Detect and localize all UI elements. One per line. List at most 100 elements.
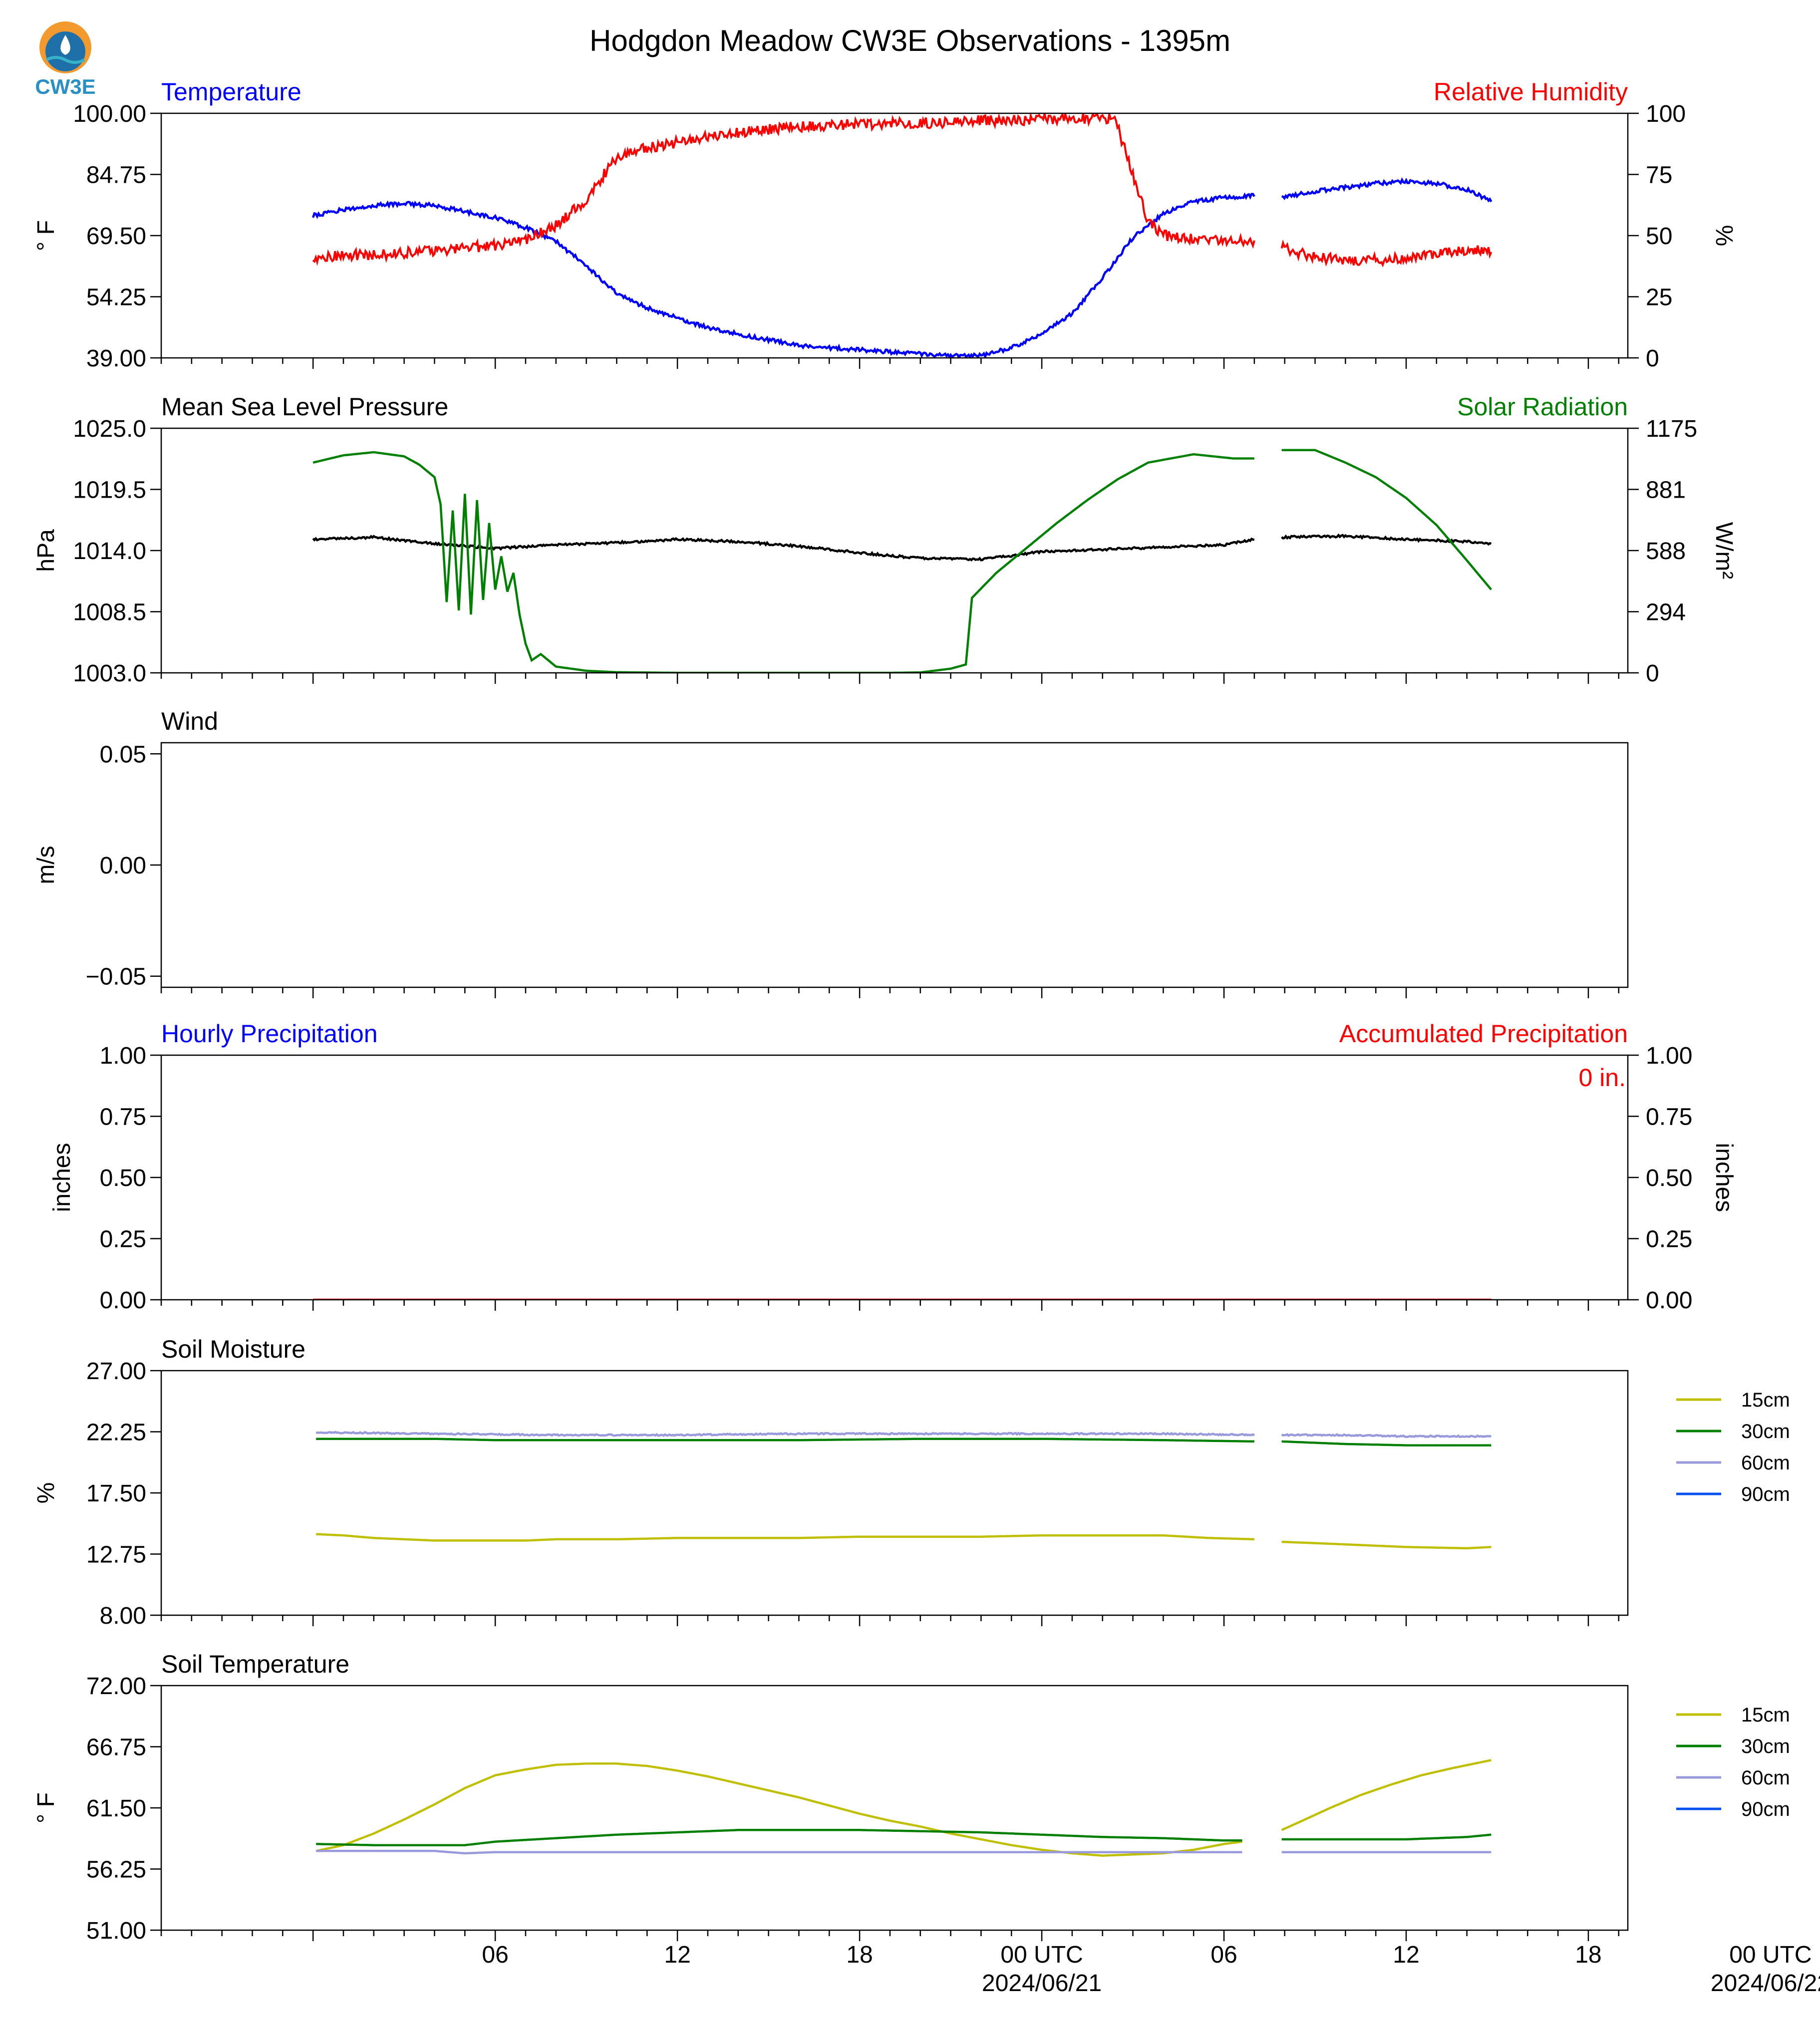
y-right-tick-label: 0.00: [1646, 1287, 1692, 1314]
y-ticks-left: 100.00 84.75 69.50 54.25 39.00: [73, 101, 161, 372]
y-right-axis-label: %: [1711, 225, 1737, 247]
panel-2: Wind 0.05 0.00 −0.05 m/s: [33, 707, 1629, 998]
y-axis-label: ° F: [33, 220, 59, 251]
y-ticks-left: 72.00 66.75 61.50 56.25 51.00: [86, 1673, 161, 1944]
y-axis-label: m/s: [33, 846, 59, 884]
y-right-axis-label: W/m²: [1711, 522, 1737, 579]
y-right-tick-label: 294: [1646, 599, 1686, 626]
panel-frame: [160, 742, 1629, 988]
legend: 15cm 30cm 60cm 90cm: [1676, 1704, 1790, 1820]
x-ticks: [160, 1615, 1620, 1626]
x-tick-label: 00 UTC: [1000, 1942, 1083, 1968]
x-ticks: [160, 1300, 1620, 1311]
y-tick-label: 0.05: [100, 741, 146, 768]
y-tick-label: 72.00: [86, 1673, 146, 1700]
panel-frame: [160, 1685, 1629, 1931]
y-right-tick-label: 50: [1646, 223, 1672, 250]
panel-left-title: Wind: [161, 707, 218, 735]
legend-label: 90cm: [1741, 1798, 1790, 1820]
panel-right-title: Solar Radiation: [1457, 393, 1628, 421]
y-tick-label: 12.75: [86, 1542, 146, 1568]
y-axis-label: hPa: [33, 529, 59, 572]
y-right-tick-label: 1.00: [1646, 1043, 1692, 1069]
series-line-4-2: [315, 1431, 1492, 1439]
y-right-tick-label: 0.75: [1646, 1104, 1692, 1131]
panel-0: Temperature Relative Humidity 100.00 84.75 6…: [33, 78, 1737, 372]
panel-frame: [160, 427, 1629, 674]
y-ticks-right: 1.00 0.75 0.50 0.25 0.00: [1628, 1043, 1692, 1314]
series-line-1-1: [312, 449, 1493, 673]
y-right-tick-label: 1175: [1646, 416, 1697, 442]
series-line-4-0: [316, 1533, 1492, 1550]
y-ticks-left: 1.00 0.75 0.50 0.25 0.00: [100, 1043, 161, 1314]
y-ticks-left: 0.05 0.00 −0.05: [86, 741, 161, 990]
y-right-tick-label: 75: [1646, 162, 1672, 189]
panel-frame: [160, 1370, 1629, 1616]
y-tick-label: 56.25: [86, 1857, 146, 1883]
legend-label: 60cm: [1741, 1452, 1790, 1474]
series-line-4-1: [316, 1438, 1492, 1447]
series-line-0-0: [311, 177, 1493, 358]
x-date-label: 2024/06/22: [1711, 1970, 1820, 1997]
x-ticks: [160, 673, 1620, 684]
y-right-axis-label: inches: [1711, 1143, 1737, 1212]
page-title: Hodgdon Meadow CW3E Observations - 1395m: [590, 24, 1230, 57]
y-axis-label: ° F: [33, 1792, 59, 1823]
legend-label: 30cm: [1741, 1421, 1790, 1443]
x-date-label: 2024/06/21: [982, 1970, 1102, 1997]
y-right-tick-label: 0: [1646, 345, 1659, 372]
y-tick-label: 0.25: [100, 1226, 146, 1253]
y-tick-label: 1019.5: [73, 477, 146, 504]
panel-frame: [160, 1054, 1629, 1301]
y-right-tick-label: 0.50: [1646, 1165, 1692, 1191]
y-tick-label: 8.00: [100, 1603, 146, 1629]
series-line-5-2: [316, 1850, 1492, 1855]
x-tick-label: 00 UTC: [1729, 1942, 1812, 1968]
cw3e-logo: CW3E: [35, 21, 96, 98]
y-tick-label: 39.00: [86, 345, 146, 372]
y-right-tick-label: 0.25: [1646, 1226, 1692, 1253]
y-tick-label: 1025.0: [73, 416, 146, 442]
panel-5: Soil Temperature 72.00 66.75 61.50 56.25 51.0…: [33, 1650, 1790, 1944]
y-tick-label: 0.00: [100, 853, 146, 879]
y-tick-label: −0.05: [86, 964, 146, 990]
panel-left-title: Mean Sea Level Pressure: [161, 393, 448, 421]
x-ticks: [160, 1930, 1620, 1941]
series-line-5-1: [316, 1829, 1492, 1846]
y-tick-label: 1.00: [100, 1043, 146, 1069]
y-ticks-left: 27.00 22.25 17.50 12.75 8.00: [86, 1358, 161, 1629]
y-tick-label: 61.50: [86, 1795, 146, 1822]
y-tick-label: 0.50: [100, 1165, 146, 1191]
legend-label: 30cm: [1741, 1736, 1790, 1757]
y-axis-label: %: [33, 1482, 59, 1504]
y-tick-label: 1008.5: [73, 599, 146, 626]
x-tick-label: 18: [1575, 1942, 1601, 1968]
x-ticks: [160, 358, 1620, 369]
series-line-1-0: [312, 533, 1492, 562]
legend-label: 60cm: [1741, 1767, 1790, 1789]
y-tick-label: 0.75: [100, 1104, 146, 1131]
panel-left-title: Soil Temperature: [161, 1650, 349, 1678]
panel-4: Soil Moisture 27.00 22.25 17.50 12.75 8.00% 15…: [33, 1335, 1790, 1629]
y-right-tick-label: 588: [1646, 538, 1686, 565]
y-tick-label: 84.75: [86, 162, 146, 189]
panel-left-title: Soil Moisture: [161, 1335, 305, 1363]
y-tick-label: 100.00: [73, 101, 146, 127]
x-tick-label: 12: [1393, 1942, 1419, 1968]
y-tick-label: 69.50: [86, 223, 146, 250]
y-tick-label: 54.25: [86, 285, 146, 311]
y-right-tick-label: 881: [1646, 477, 1686, 504]
y-tick-label: 66.75: [86, 1735, 146, 1761]
y-ticks-right: 100 75 50 25 0: [1628, 101, 1686, 372]
x-tick-label: 06: [482, 1942, 508, 1968]
y-right-tick-label: 25: [1646, 285, 1672, 311]
y-ticks-right: 1175 881 588 294 0: [1628, 416, 1697, 687]
y-tick-label: 0.00: [100, 1287, 146, 1314]
y-right-tick-label: 0: [1646, 660, 1659, 687]
series-line-0-1: [312, 113, 1493, 268]
panel-right-title: Relative Humidity: [1434, 78, 1628, 106]
panel-frame: [160, 112, 1629, 359]
y-tick-label: 51.00: [86, 1918, 146, 1944]
